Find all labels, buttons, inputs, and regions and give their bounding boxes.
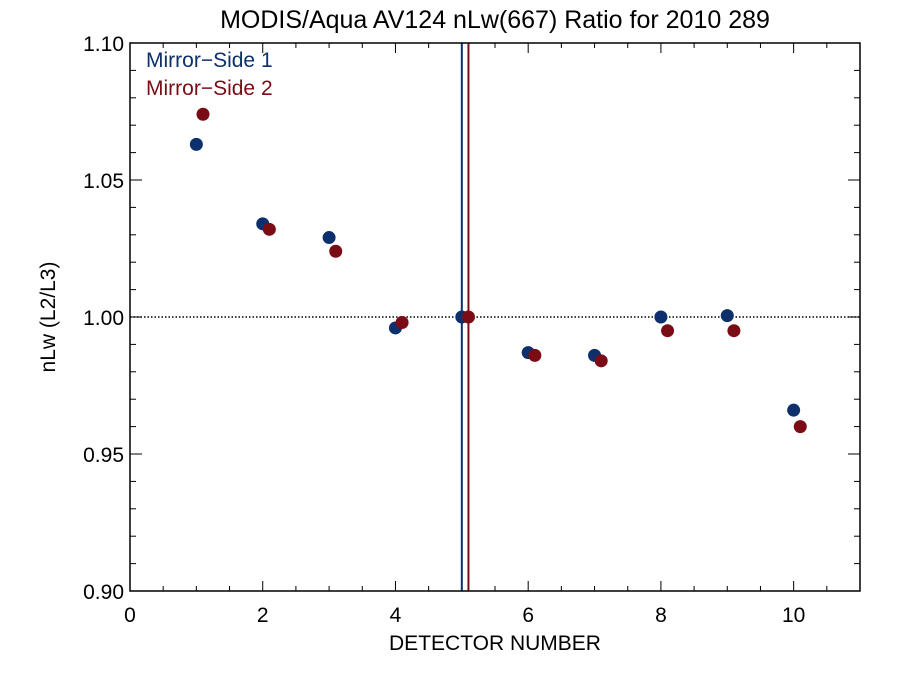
data-point [727, 324, 741, 338]
x-tick-label: 8 [655, 604, 667, 627]
data-point [461, 310, 475, 324]
x-tick-label: 6 [522, 604, 534, 627]
x-tick-label: 0 [124, 604, 136, 627]
data-point [395, 315, 409, 329]
y-axis-title: nLw (L2/L3) [37, 262, 60, 373]
y-tick-label: 0.90 [83, 581, 124, 604]
data-point [787, 403, 801, 417]
y-tick-label: 1.10 [83, 33, 124, 56]
data-point [262, 222, 276, 236]
data-point [661, 324, 675, 338]
legend: Mirror−Side 1 Mirror−Side 2 [146, 49, 273, 100]
data-point [594, 354, 608, 368]
x-axis-title: DETECTOR NUMBER [389, 632, 601, 655]
data-point [189, 137, 203, 151]
x-tick-label: 4 [390, 604, 402, 627]
data-point [329, 244, 343, 258]
data-point [720, 309, 734, 323]
legend-entry: Mirror−Side 1 [146, 49, 273, 72]
data-point [322, 231, 336, 245]
tick-labels: 0 2 4 6 8 10 0.90 0.95 1.00 1.05 1.10 [83, 33, 805, 627]
data-point [528, 348, 542, 362]
y-tick-label: 1.05 [83, 170, 124, 193]
legend-entry: Mirror−Side 2 [146, 77, 273, 100]
y-tick-label: 1.00 [83, 307, 124, 330]
chart-title: MODIS/Aqua AV124 nLw(667) Ratio for 2010… [220, 6, 770, 34]
data-point [196, 107, 210, 121]
y-tick-label: 0.95 [83, 444, 124, 467]
reference-lines [130, 43, 860, 591]
data-points [189, 107, 807, 434]
data-point [654, 310, 668, 324]
x-tick-label: 10 [782, 604, 805, 627]
plot-frame [129, 42, 861, 592]
data-point [793, 420, 807, 434]
x-tick-label: 2 [257, 604, 269, 627]
